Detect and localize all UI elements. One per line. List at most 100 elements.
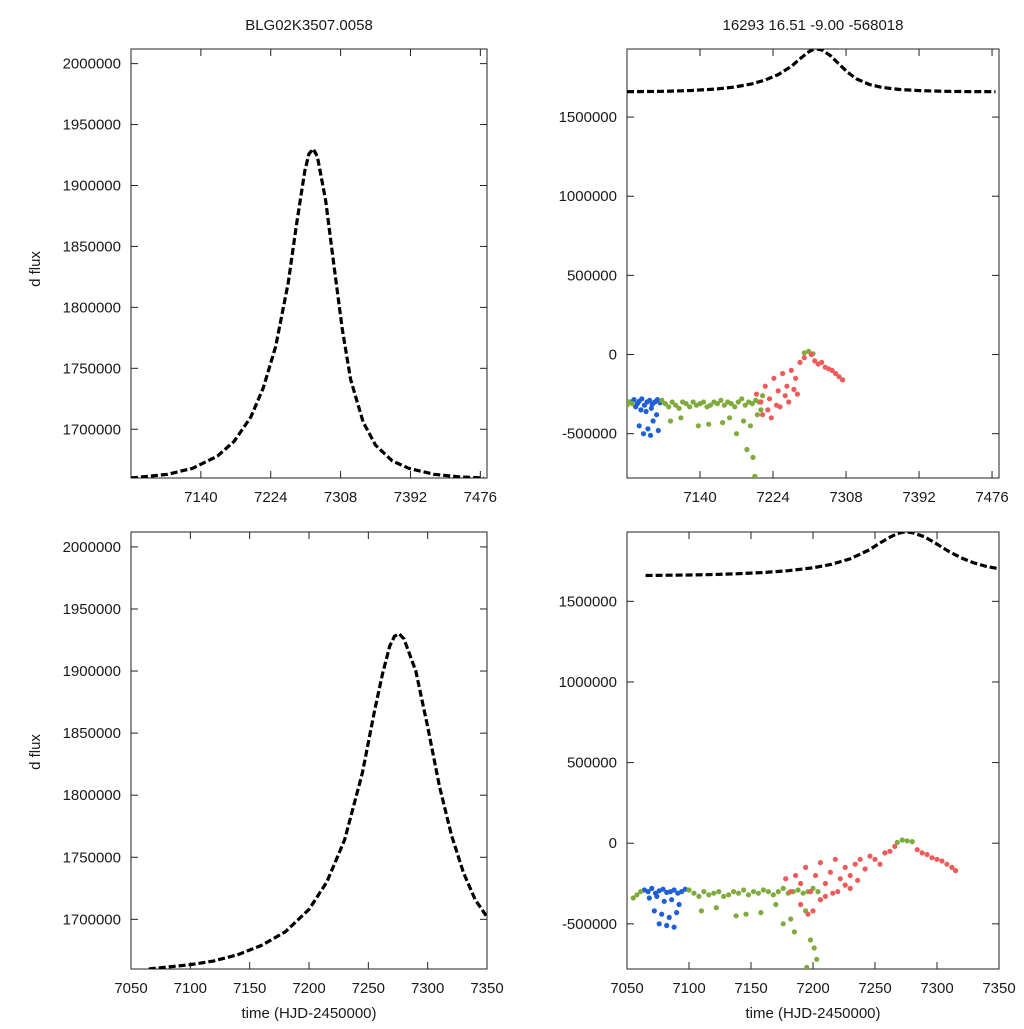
data-point-red (817, 860, 824, 866)
plot-frame (130, 48, 488, 479)
data-point-green (707, 402, 714, 408)
data-point-red (766, 396, 773, 402)
data-point-green (687, 404, 693, 410)
data-point-green (909, 839, 915, 845)
data-point-green (676, 405, 682, 411)
data-point-blue (633, 404, 639, 410)
data-point-green (760, 393, 766, 399)
data-point-green (695, 423, 701, 429)
data-point-blue (640, 431, 647, 437)
data-point-green (721, 402, 727, 408)
data-point-green (686, 887, 692, 893)
data-point-green (696, 893, 702, 900)
data-point-red (803, 864, 809, 871)
data-point-green (733, 913, 739, 919)
data-point-green (815, 889, 821, 895)
x-tick-label: 7350 (470, 980, 503, 997)
x-tick-label: 7300 (411, 980, 444, 997)
y-tick-label: 0 (609, 347, 617, 364)
data-point-green (706, 421, 712, 427)
plot-frame (626, 48, 1000, 479)
y-tick-label: -500000 (562, 426, 617, 443)
x-tick-label: 7224 (756, 489, 789, 506)
x-axis-label: time (HJD-2450000) (745, 1005, 880, 1022)
data-point-green (804, 964, 810, 969)
data-point-blue (664, 922, 670, 929)
data-point-red (892, 843, 898, 850)
x-tick-label: 7476 (975, 489, 1008, 506)
data-point-green (754, 412, 761, 418)
y-tick-label: 1900000 (63, 663, 121, 680)
x-tick-label: 7200 (796, 980, 829, 997)
data-point-green (770, 892, 776, 898)
data-point-green (666, 404, 672, 410)
data-point-red (807, 889, 814, 895)
series-group (630, 532, 999, 969)
data-point-green (904, 838, 910, 844)
data-point-blue (645, 889, 651, 895)
data-point-green (758, 910, 764, 916)
data-point-red (822, 880, 829, 887)
x-tick-label: 7350 (982, 980, 1015, 997)
data-point-red (862, 866, 868, 872)
data-point-blue (654, 412, 660, 418)
data-point-green (780, 921, 786, 927)
data-point-green (669, 399, 675, 405)
data-point-red (788, 889, 794, 895)
data-point-blue (636, 423, 642, 429)
model-curve (645, 532, 999, 578)
data-point-red (847, 872, 853, 879)
data-point-green (726, 892, 732, 898)
data-point-blue (671, 887, 677, 893)
data-point-red (797, 359, 803, 365)
data-point-green (731, 889, 737, 895)
y-tick-label: 1900000 (63, 178, 121, 195)
y-tick-label: 1500000 (559, 593, 617, 610)
y-tick-label: 2000000 (63, 56, 121, 73)
panel-model-top: BLG02K3507.0058 d flux 7140 7224 7308 7392 7… (27, 17, 497, 506)
x-tick-label: 7050 (114, 980, 147, 997)
data-point-red (855, 877, 861, 883)
data-point-green (744, 446, 750, 453)
data-point-green (807, 937, 814, 943)
data-point-blue (660, 886, 666, 892)
data-point-blue (648, 405, 654, 411)
series-group (148, 632, 487, 969)
data-point-green (788, 916, 794, 922)
data-point-green (750, 454, 756, 460)
data-point-green (698, 908, 705, 914)
data-point-blue (631, 397, 637, 403)
data-point-blue (674, 910, 680, 916)
data-point-blue (659, 911, 665, 917)
data-point-red (780, 370, 786, 377)
data-point-blue (656, 921, 662, 927)
y-tick-label: 500000 (567, 755, 617, 772)
y-tick-label: 1950000 (63, 117, 121, 134)
data-point-red (827, 869, 834, 875)
data-point-blue (650, 418, 656, 424)
data-point-red (852, 861, 858, 867)
data-point-red (837, 876, 843, 882)
data-point-green (714, 401, 721, 407)
x-tick-label: 7100 (672, 980, 705, 997)
plot-frame (626, 531, 1000, 970)
data-point-green (758, 407, 764, 413)
data-point-red (829, 367, 835, 373)
data-point-blue (666, 914, 672, 921)
data-point-red (768, 415, 774, 421)
data-point-red (819, 359, 825, 365)
data-point-green (752, 473, 758, 478)
data-point-red (782, 393, 788, 399)
data-point-blue (639, 396, 645, 402)
x-tick-label: 7050 (610, 980, 643, 997)
data-point-red (758, 399, 764, 405)
x-tick-label: 7308 (324, 489, 357, 506)
data-point-blue (645, 426, 651, 432)
model-curve (627, 49, 996, 94)
data-point-green (750, 889, 757, 895)
x-tick-label: 7392 (902, 489, 935, 506)
data-point-blue (638, 407, 644, 413)
data-point-red (934, 856, 940, 862)
x-tick-label: 7300 (920, 980, 953, 997)
